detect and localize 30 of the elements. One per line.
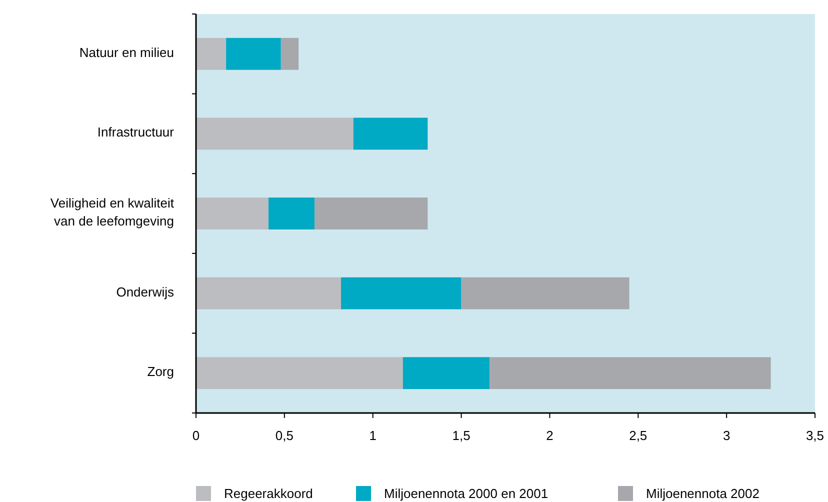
- x-tick-label: 0,5: [275, 428, 294, 443]
- y-tick-label: Infrastructuur: [97, 125, 175, 140]
- bar: [196, 198, 269, 230]
- bar: [280, 38, 299, 70]
- x-tick-label: 1,5: [452, 428, 470, 443]
- x-tick-label: 2,5: [629, 428, 648, 443]
- bar: [196, 277, 342, 310]
- x-tick-label: 1: [369, 428, 376, 443]
- x-tick-label: 3,5: [806, 428, 824, 443]
- x-tick-label: 0: [192, 428, 200, 443]
- bar: [196, 38, 226, 70]
- bar: [196, 357, 403, 390]
- legend-label: Regeerakkoord: [224, 486, 313, 501]
- x-tick-label: 2: [546, 428, 554, 443]
- y-tick-label: Onderwijs: [116, 284, 174, 300]
- bar: [353, 118, 428, 150]
- bar: [196, 118, 354, 150]
- bar: [402, 357, 490, 390]
- bar: [226, 38, 281, 70]
- bar: [314, 198, 428, 230]
- x-tick-label: 3: [722, 428, 730, 443]
- bar: [461, 277, 630, 310]
- legend-label: Miljoenennota 2002: [646, 486, 760, 501]
- y-tick-label: Natuur en milieu: [79, 45, 174, 60]
- legend-label: Miljoenennota 2000 en 2001: [384, 486, 548, 501]
- y-tick-label: Zorg: [147, 364, 174, 380]
- y-tick-label: Veiligheid en kwaliteit van de leefomgeving: [50, 196, 174, 229]
- bar: [490, 357, 771, 390]
- bar: [341, 277, 462, 310]
- bar: [268, 198, 314, 230]
